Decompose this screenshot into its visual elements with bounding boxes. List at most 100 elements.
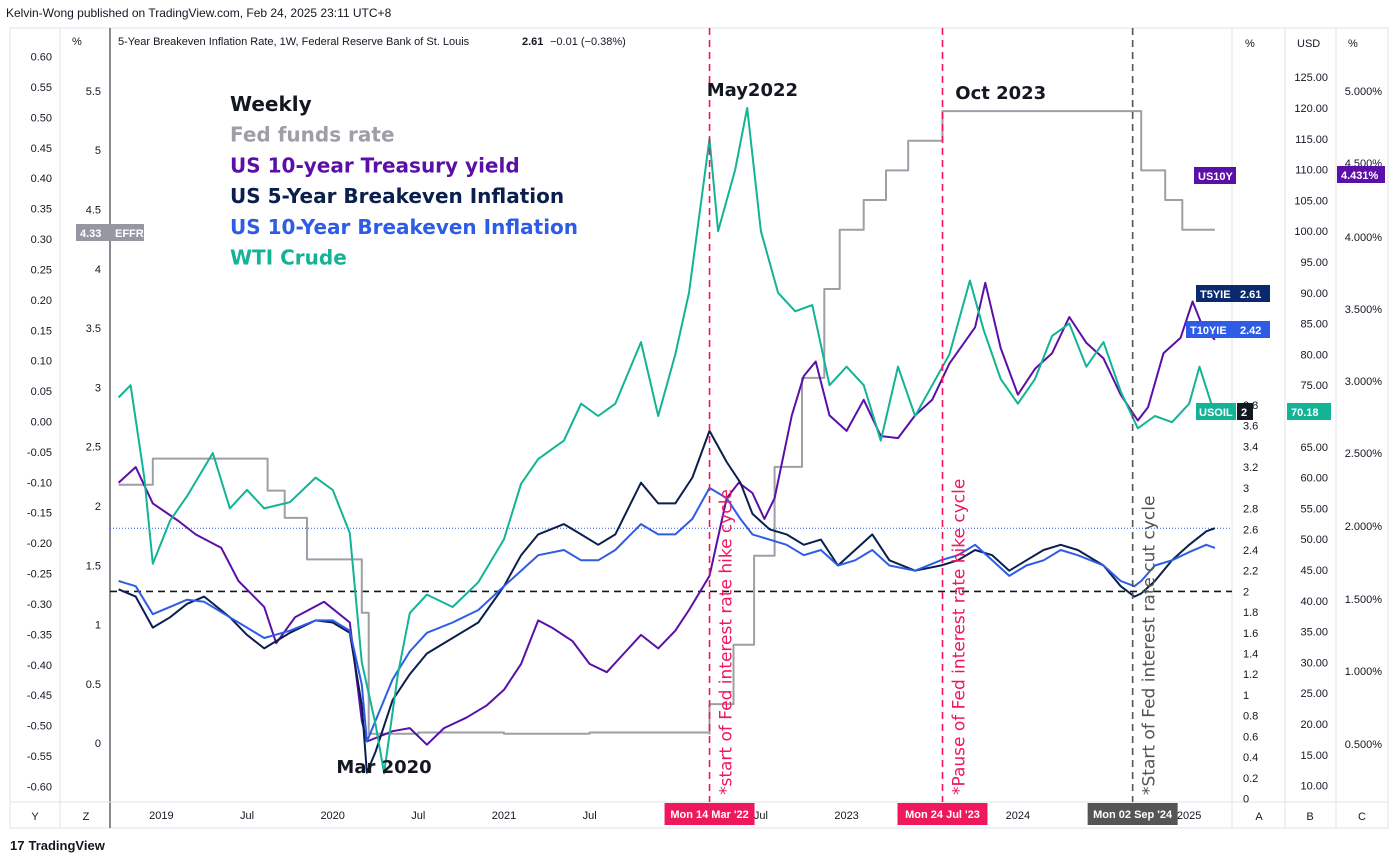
axes: 0.600.550.500.450.400.350.300.250.200.15… (27, 52, 1382, 822)
badge-usoil-ticker: USOIL (1199, 407, 1233, 419)
badge-usoil-box (1196, 403, 1236, 420)
x-tick: Jul (240, 810, 254, 822)
y-tick-log: 3.000% (1345, 376, 1383, 388)
corner-label: C (1358, 811, 1366, 823)
y-tick-right: 0.8 (1243, 711, 1258, 723)
y-tick-usd: 95.00 (1300, 257, 1328, 269)
y-tick-usd: 40.00 (1300, 596, 1328, 608)
y-tick-right: 2.2 (1243, 566, 1258, 578)
y-tick-left: 4 (95, 264, 101, 276)
y-tick-log: 0.500% (1345, 739, 1383, 751)
footer-brand[interactable]: 17 TradingView (10, 838, 105, 853)
x-tick: 2023 (834, 810, 858, 822)
y-tick-usd: 100.00 (1294, 226, 1328, 238)
y-tick-spread: 0.30 (31, 234, 52, 246)
y-tick-left: 3.5 (86, 323, 101, 335)
series-line-fed (118, 110, 1215, 735)
annotation-label: Oct 2023 (955, 83, 1046, 104)
y-tick-right: 1.6 (1243, 628, 1258, 640)
badge-us10y-pct-value: 4.431% (1341, 170, 1379, 182)
badge-us10y: US10Y (1194, 167, 1236, 184)
y-tick-spread: -0.35 (27, 629, 52, 641)
info-last: 2.61 (522, 36, 543, 48)
y-tick-spread: 0.60 (31, 52, 52, 64)
y-tick-usd: 20.00 (1300, 719, 1328, 731)
y-tick-right: 0 (1243, 794, 1249, 806)
x-tick: 2024 (1006, 810, 1030, 822)
y-tick-left: 4.5 (86, 205, 101, 217)
y-tick-spread: 0.10 (31, 356, 52, 368)
series-line-t10yie (118, 486, 1216, 743)
annotations: May2022 Oct 2023 Mar 2020 (336, 80, 1046, 778)
y-tick-left: 0.5 (86, 679, 101, 691)
badge-2-box (1237, 403, 1253, 420)
badge-effr: 4.33 EFFR (76, 224, 144, 241)
x-tick: Jul (583, 810, 597, 822)
legend-entry: US 5-Year Breakeven Inflation (230, 184, 564, 208)
badge-wti-value: 70.18 (1291, 407, 1319, 419)
y-tick-spread: -0.60 (27, 781, 52, 793)
event-date-badge: Mon 02 Sep '24 (1087, 803, 1178, 825)
y-tick-spread: -0.05 (27, 447, 52, 459)
y-tick-right: 0.2 (1243, 773, 1258, 785)
legend-entry: Fed funds rate (230, 123, 395, 147)
badge-wti-price: 70.18 (1287, 403, 1331, 420)
y-tick-log: 1.000% (1345, 666, 1383, 678)
x-tick: 2019 (149, 810, 173, 822)
y-tick-log: 2.500% (1345, 448, 1383, 460)
legend-entry: Weekly (230, 92, 312, 116)
badge-us10y-box (1194, 167, 1236, 184)
y-tick-right: 2 (1243, 586, 1249, 598)
badge-t10yie: T10YIE 2.42 (1186, 321, 1270, 338)
info-change: −0.01 (−0.38%) (550, 36, 626, 48)
badge-us10y-pct: 4.431% (1337, 166, 1385, 183)
y-tick-right: 1 (1243, 690, 1249, 702)
y-tick-usd: 50.00 (1300, 534, 1328, 546)
y-tick-right: 0.4 (1243, 752, 1258, 764)
y-tick-left: 2 (95, 501, 101, 513)
x-tick: Jul (411, 810, 425, 822)
badge-t10yie-ticker: T10YIE (1190, 325, 1227, 337)
y-tick-spread: -0.50 (27, 721, 52, 733)
badge-wti-box (1287, 403, 1331, 420)
y-tick-spread: -0.15 (27, 508, 52, 520)
series-line-wti (117, 107, 1216, 775)
event-date-box (897, 803, 988, 825)
y-tick-log: 2.000% (1345, 521, 1383, 533)
badge-effr-ticker: EFFR (115, 228, 144, 240)
y-tick-spread: 0.55 (31, 82, 52, 94)
y-tick-usd: 90.00 (1300, 288, 1328, 300)
badge-effr-value: 4.33 (80, 228, 101, 240)
y-tick-right: 2.4 (1243, 545, 1258, 557)
y-tick-spread: 0.40 (31, 173, 52, 185)
y-tick-usd: 80.00 (1300, 349, 1328, 361)
badge-t5yie-value: 2.61 (1240, 289, 1261, 301)
event-label: *Start of Fed interest rate cut cycle (1140, 496, 1160, 795)
y-tick-spread: 0.00 (31, 417, 52, 429)
x-tick: Jul (754, 810, 768, 822)
event-date-box (664, 803, 755, 825)
badge-us10y-pct-box (1337, 166, 1385, 183)
y-tick-left: 1.5 (86, 560, 101, 572)
y-tick-spread: -0.55 (27, 751, 52, 763)
corner-label: A (1255, 811, 1263, 823)
event-date-text: Mon 24 Jul '23 (905, 809, 980, 821)
y-tick-spread: 0.35 (31, 204, 52, 216)
y-tick-left: 5.5 (86, 86, 101, 98)
badge-t5yie: T5YIE 2.61 (1196, 285, 1270, 302)
publisher-header: Kelvin-Wong published on TradingView.com… (6, 6, 392, 20)
y-tick-spread: -0.25 (27, 569, 52, 581)
y-tick-spread: 0.05 (31, 386, 52, 398)
event-date-badge: Mon 24 Jul '23 (897, 803, 988, 825)
y-tick-spread: -0.40 (27, 660, 52, 672)
chart-frame: % 5-Year Breakeven Inflation Rate, 1W, Fe… (9, 27, 1389, 829)
y-tick-usd: 15.00 (1300, 750, 1328, 762)
y-tick-left: 1 (95, 620, 101, 632)
y-tick-spread: -0.10 (27, 477, 52, 489)
badge-t10yie-value: 2.42 (1240, 325, 1261, 337)
y-tick-right: 1.8 (1243, 607, 1258, 619)
y-tick-right: 0.6 (1243, 731, 1258, 743)
tradingview-logo-icon: 17 (10, 838, 25, 853)
x-tick: 2020 (320, 810, 344, 822)
